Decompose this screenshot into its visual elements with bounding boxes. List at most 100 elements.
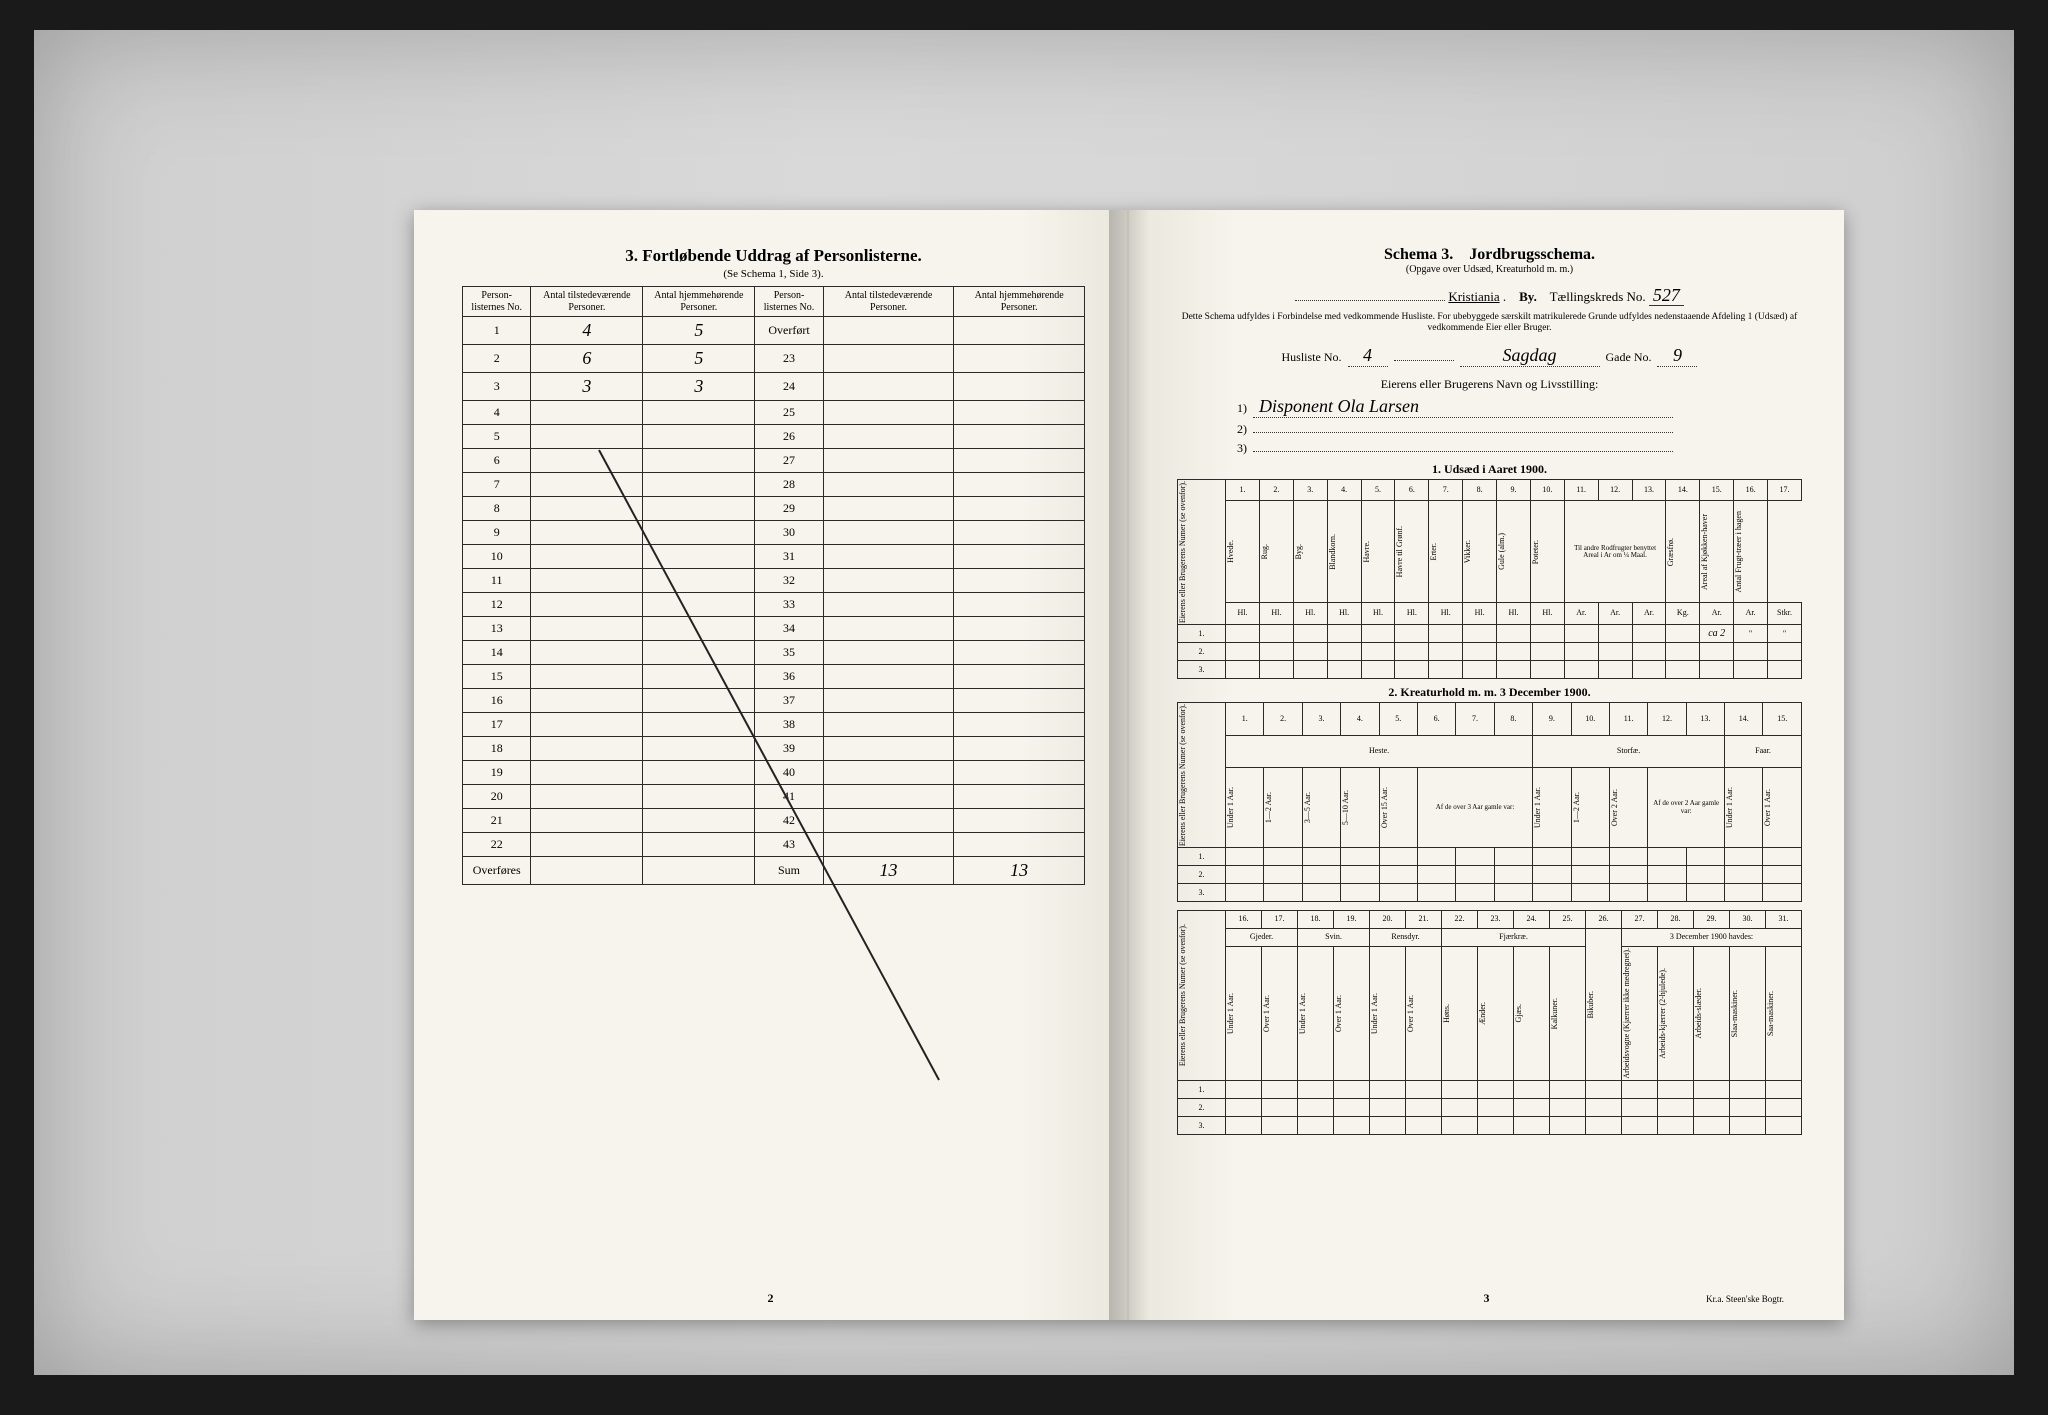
hdr-c1: Person- listernes No. <box>463 287 531 317</box>
row-a: 4 <box>531 317 643 345</box>
row-b <box>643 449 755 473</box>
row-ra <box>823 345 954 373</box>
row-rno: 30 <box>755 521 823 545</box>
row-rb <box>954 617 1085 641</box>
row-ra <box>823 713 954 737</box>
row-rb <box>954 833 1085 857</box>
right-pagenum: 3 <box>1484 1291 1490 1306</box>
row-rno: 28 <box>755 473 823 497</box>
row-no: 7 <box>463 473 531 497</box>
row-a <box>531 449 643 473</box>
row-rb <box>954 345 1085 373</box>
hdr-c6: Antal hjemmehørende Personer. <box>954 287 1085 317</box>
row-ra <box>823 317 954 345</box>
sec1-title: 1. Udsæd i Aaret 1900. <box>1177 462 1802 477</box>
row-a <box>531 665 643 689</box>
row-a <box>531 569 643 593</box>
row-b <box>643 473 755 497</box>
row-no: 19 <box>463 761 531 785</box>
row-ra <box>823 785 954 809</box>
row-b <box>643 545 755 569</box>
row-no: 21 <box>463 809 531 833</box>
row-ra <box>823 689 954 713</box>
row-rno: 27 <box>755 449 823 473</box>
row-b <box>643 809 755 833</box>
row-ra <box>823 833 954 857</box>
row-rb <box>954 689 1085 713</box>
owner1: Disponent Ola Larsen <box>1253 396 1673 418</box>
row-b <box>643 401 755 425</box>
row-no: 18 <box>463 737 531 761</box>
row-b <box>643 425 755 449</box>
row-ra <box>823 641 954 665</box>
row-rno: 32 <box>755 569 823 593</box>
row-no: 15 <box>463 665 531 689</box>
row-rb <box>954 521 1085 545</box>
owner-row-3: 3) <box>1237 441 1802 456</box>
row-ra <box>823 569 954 593</box>
left-page: 3. Fortløbende Uddrag af Personlisterne.… <box>414 210 1129 1320</box>
row-rb <box>954 641 1085 665</box>
row-a <box>531 809 643 833</box>
row-a <box>531 473 643 497</box>
row-b <box>643 641 755 665</box>
row-b <box>643 593 755 617</box>
table-udsaed: Eierens eller Brugerens Numer (se ovenfo… <box>1177 479 1802 679</box>
row-ra <box>823 449 954 473</box>
owner2-no: 2) <box>1237 422 1247 437</box>
right-page: Schema 3. Jordbrugsschema. (Opgave over … <box>1129 210 1844 1320</box>
row-rb <box>954 785 1085 809</box>
table-kreatur-b: Eierens eller Brugerens Numer (se ovenfo… <box>1177 910 1802 1135</box>
left-title: 3. Fortløbende Uddrag af Personlisterne. <box>462 246 1085 266</box>
row-b: 3 <box>643 373 755 401</box>
row-a <box>531 689 643 713</box>
row-rno: 38 <box>755 713 823 737</box>
row-rb <box>954 401 1085 425</box>
row-rno: 33 <box>755 593 823 617</box>
hdr-c4: Person- listernes No. <box>755 287 823 317</box>
schema-sub: (Opgave over Udsæd, Kreaturhold m. m.) <box>1177 264 1802 275</box>
row-a <box>531 497 643 521</box>
row-a <box>531 713 643 737</box>
gade-no: 9 <box>1657 345 1697 367</box>
row-no: 14 <box>463 641 531 665</box>
owner3-no: 3) <box>1237 441 1247 456</box>
row-rb <box>954 713 1085 737</box>
row-b <box>643 665 755 689</box>
schema-title: Jordbrugsschema. <box>1469 246 1595 263</box>
row-a <box>531 521 643 545</box>
kreds-label: Tællingskreds No. <box>1550 289 1646 304</box>
sum-label: Sum <box>755 857 823 885</box>
city-line: Kristiania . By. Tællingskreds No. 527 <box>1177 285 1802 306</box>
schema-label: Schema 3. <box>1384 246 1453 263</box>
row-b <box>643 713 755 737</box>
owner-row-1: 1) Disponent Ola Larsen <box>1237 396 1802 418</box>
row-b <box>643 761 755 785</box>
owner1-no: 1) <box>1237 401 1247 416</box>
left-subtitle: (Se Schema 1, Side 3). <box>462 268 1085 280</box>
row-no: 8 <box>463 497 531 521</box>
hdr-c2: Antal tilstedeværende Personer. <box>531 287 643 317</box>
row-no: 6 <box>463 449 531 473</box>
row-b <box>643 737 755 761</box>
sec2-title: 2. Kreaturhold m. m. 3 December 1900. <box>1177 685 1802 700</box>
row-b <box>643 689 755 713</box>
row-ra <box>823 521 954 545</box>
row-a <box>531 833 643 857</box>
row-rb <box>954 809 1085 833</box>
row-a: 6 <box>531 345 643 373</box>
scan-frame: 3. Fortløbende Uddrag af Personlisterne.… <box>34 30 2014 1375</box>
row-no: 20 <box>463 785 531 809</box>
row-a <box>531 545 643 569</box>
gade-name: Sagdag <box>1460 345 1600 367</box>
husliste-no: 4 <box>1348 345 1388 367</box>
row-rno: 37 <box>755 689 823 713</box>
row-no: 2 <box>463 345 531 373</box>
right-header: Schema 3. Jordbrugsschema. (Opgave over … <box>1177 246 1802 275</box>
sum-a: 13 <box>823 857 954 885</box>
row-ra <box>823 737 954 761</box>
row-a <box>531 737 643 761</box>
row-b <box>643 521 755 545</box>
gade-label: Gade No. <box>1606 350 1652 365</box>
row-rb <box>954 497 1085 521</box>
